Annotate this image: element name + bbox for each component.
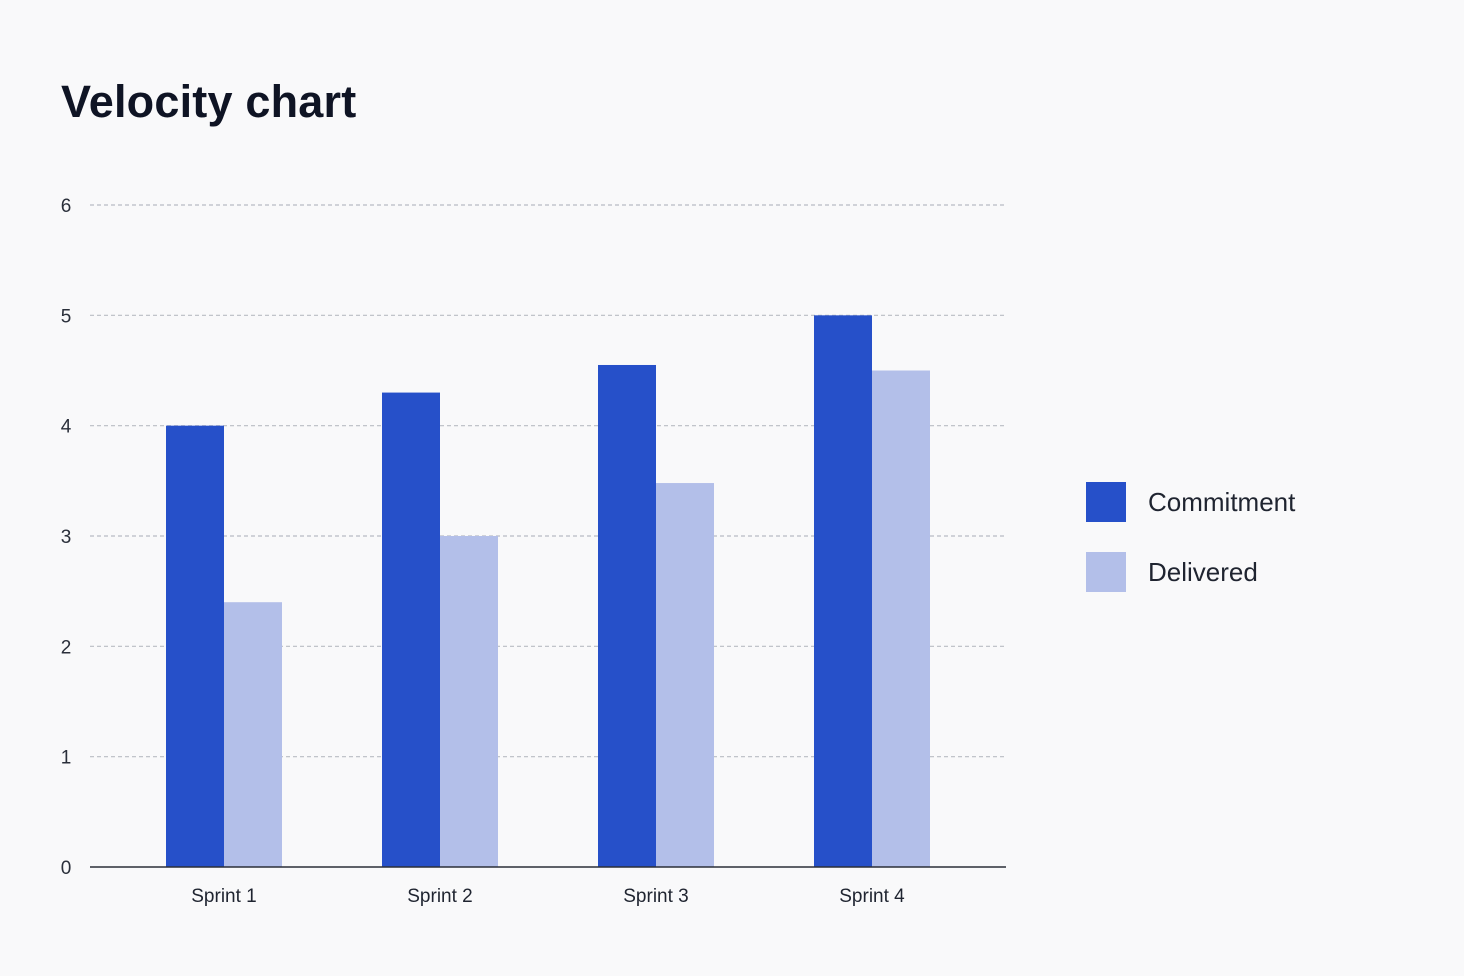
x-tick-label: Sprint 2	[407, 886, 472, 907]
x-tick-label: Sprint 3	[623, 886, 688, 907]
bar-commitment-4	[814, 315, 872, 867]
y-tick-label: 6	[61, 196, 72, 217]
bar-commitment-2	[382, 392, 440, 867]
x-axis-ticks: Sprint 1 Sprint 2 Sprint 3 Sprint 4	[191, 886, 905, 907]
bar-commitment-3	[598, 364, 656, 867]
legend-label-delivered: Delivered	[1148, 556, 1258, 587]
legend-label-commitment: Commitment	[1148, 486, 1296, 517]
y-tick-label: 4	[61, 417, 72, 438]
y-tick-label: 5	[61, 306, 72, 327]
legend-swatch-commitment	[1086, 482, 1126, 522]
y-axis-ticks: 0 1 2 3 4 5 6	[61, 196, 72, 879]
legend-swatch-delivered	[1086, 552, 1126, 592]
x-tick-label: Sprint 1	[191, 886, 256, 907]
y-tick-label: 1	[61, 748, 72, 769]
y-tick-label: 0	[61, 858, 72, 879]
bar-delivered-3	[656, 483, 714, 867]
bar-delivered-4	[872, 370, 930, 867]
x-tick-label: Sprint 4	[839, 886, 905, 907]
legend-item-delivered: Delivered	[1086, 552, 1295, 592]
chart-title: Velocity chart	[61, 76, 357, 127]
bars	[166, 315, 930, 867]
bar-delivered-1	[224, 602, 282, 867]
legend-item-commitment: Commitment	[1086, 482, 1295, 522]
bar-commitment-1	[166, 425, 224, 867]
y-tick-label: 2	[61, 637, 72, 658]
bar-delivered-2	[440, 536, 498, 867]
y-tick-label: 3	[61, 527, 72, 548]
legend: Commitment Delivered	[1086, 482, 1295, 622]
